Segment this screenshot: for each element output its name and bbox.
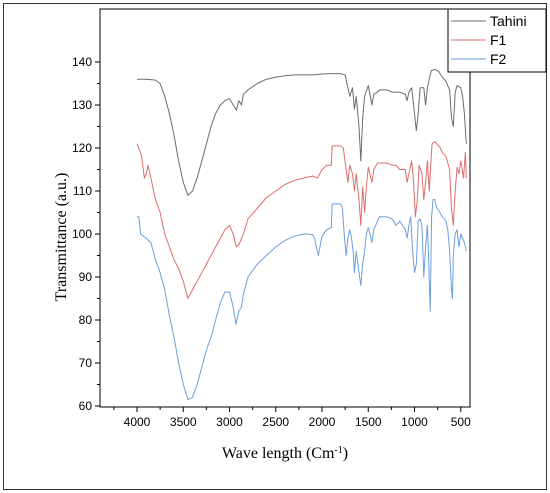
legend: Tahini F1 F2 (447, 8, 547, 73)
plot-frame (99, 8, 471, 408)
y-tick-label-130: 130 (72, 98, 92, 112)
y-tick-label-70: 70 (79, 356, 93, 370)
x-tick-label-1000: 1000 (401, 415, 428, 429)
y-tick-label-90: 90 (79, 270, 93, 284)
axis-layer: 4000 3500 3000 2500 2000 1500 1000 500 60 70 80 90 1… (72, 55, 471, 429)
x-tick-label-3500: 3500 (170, 415, 197, 429)
y-axis-title: Transmittance (a.u.) (53, 173, 70, 302)
x-tick-label-2500: 2500 (262, 415, 289, 429)
y-tick-label-140: 140 (72, 55, 92, 69)
y-tick-label-100: 100 (72, 227, 92, 241)
x-axis-title-superscript: -1 (334, 445, 342, 456)
series-line-tahini (137, 68, 467, 196)
legend-label-f1: F1 (490, 32, 507, 48)
y-tick-label-120: 120 (72, 141, 92, 155)
x-axis-title-main: Wave length (Cm (222, 445, 335, 462)
y-tick-label-80: 80 (79, 313, 93, 327)
series-layer (136, 68, 467, 401)
x-axis-title-suffix: ) (343, 445, 348, 462)
x-tick-label-500: 500 (451, 415, 471, 429)
series-line-f2 (137, 199, 467, 401)
figure-border (3, 3, 547, 490)
legend-label-tahini: Tahini (490, 13, 527, 29)
y-tick-label-60: 60 (79, 399, 93, 413)
x-tick-label-3000: 3000 (216, 415, 243, 429)
y-tick-label-110: 110 (73, 184, 92, 198)
series-line-f1 (136, 141, 467, 299)
x-tick-label-1500: 1500 (355, 415, 382, 429)
x-tick-label-2000: 2000 (309, 415, 336, 429)
x-axis-title: Wave length (Cm-1) (222, 445, 348, 463)
x-tick-label-4000: 4000 (124, 415, 151, 429)
legend-label-f2: F2 (490, 51, 507, 67)
